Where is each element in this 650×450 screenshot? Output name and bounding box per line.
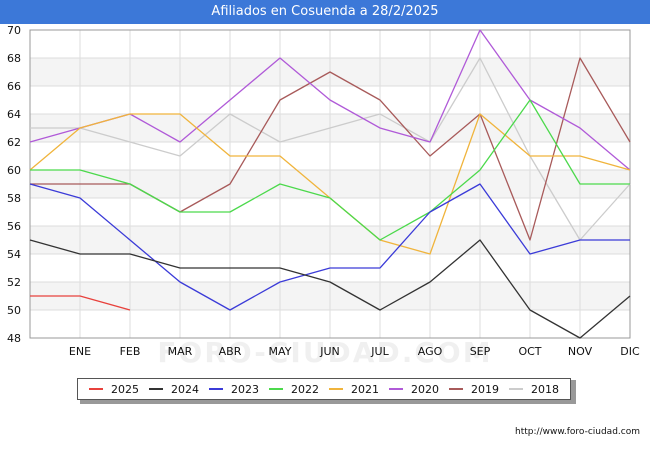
y-tick-label: 54 [7,248,21,261]
y-tick-label: 64 [7,108,21,121]
legend-item-2019: 2019 [449,383,499,396]
y-tick-label: 62 [7,136,21,149]
x-tick-label: MAR [168,345,193,358]
x-tick-label: ABR [219,345,242,358]
legend-item-2021: 2021 [329,383,379,396]
x-tick-label: SEP [470,345,491,358]
y-tick-label: 60 [7,164,21,177]
x-tick-label: ENE [69,345,91,358]
legend-item-2018: 2018 [509,383,559,396]
legend-item-2020: 2020 [389,383,439,396]
legend-swatch [509,388,523,390]
x-tick-label: NOV [568,345,593,358]
legend-item-2024: 2024 [149,383,199,396]
watermark: FORO-CIUDAD.COM [157,336,493,369]
legend-item-2025: 2025 [89,383,139,396]
x-tick-label: FEB [120,345,141,358]
source-url: http://www.foro-ciudad.com [515,427,640,437]
legend-swatch [89,388,103,390]
legend-label: 2018 [531,382,559,396]
legend: 2025 2024 2023 2022 2021 2020 2019 2018 [77,378,571,400]
legend-label: 2020 [411,382,439,396]
series-line-2023 [29,183,630,311]
x-axis-ticks: ENE FEB MAR ABR MAY JUN JUL AGO SEP OCT NOV DIC [69,345,640,358]
x-tick-label: JUN [319,345,340,358]
y-tick-label: 70 [7,24,21,37]
legend-swatch [449,388,463,390]
y-tick-label: 66 [7,80,21,93]
legend-label: 2021 [351,382,379,396]
series-line-2025 [30,295,131,311]
series-line-2024 [29,239,631,339]
x-tick-label: JUL [370,345,389,358]
legend-swatch [389,388,403,390]
x-tick-label: OCT [518,345,541,358]
y-tick-label: 68 [7,52,21,65]
y-tick-label: 48 [7,332,21,345]
x-tick-label: DIC [620,345,640,358]
legend-item-2023: 2023 [209,383,259,396]
legend-label: 2022 [291,382,319,396]
y-tick-label: 58 [7,192,21,205]
legend-item-2022: 2022 [269,383,319,396]
legend-swatch [209,388,223,390]
y-tick-label: 50 [7,304,21,317]
legend-swatch [329,388,343,390]
y-axis-ticks: 48 50 52 54 56 58 60 62 64 66 68 70 [7,24,21,345]
legend-label: 2025 [111,382,139,396]
y-tick-label: 56 [7,220,21,233]
legend-label: 2019 [471,382,499,396]
x-tick-label: MAY [269,345,292,358]
series-lines [29,29,631,339]
x-tick-label: AGO [418,345,443,358]
legend-swatch [269,388,283,390]
series-line-2022 [30,99,630,241]
y-tick-label: 52 [7,276,21,289]
legend-label: 2023 [231,382,259,396]
chart-title: Afiliados en Cosuenda a 28/2/2025 [0,0,650,24]
legend-label: 2024 [171,382,199,396]
legend-swatch [149,388,163,390]
